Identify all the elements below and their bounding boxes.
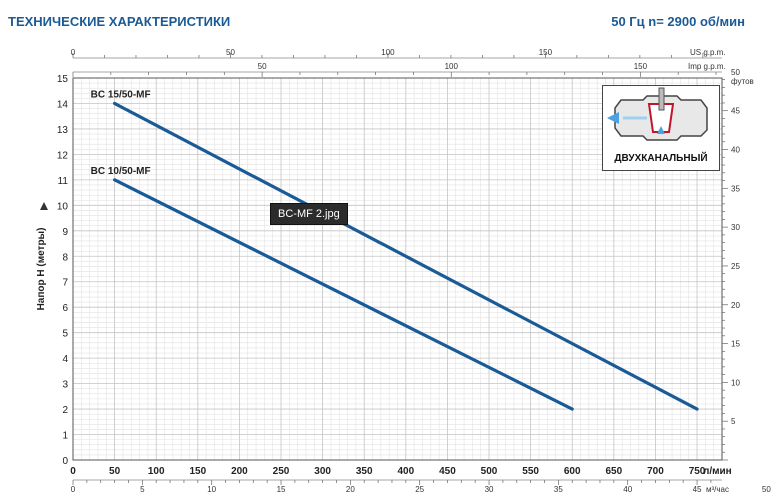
y-tick-label: 0	[62, 456, 68, 467]
y-tick-label: 7	[62, 278, 68, 289]
feet-tick-label: 35	[731, 184, 740, 193]
imp-gpm-tick-label: 50	[258, 62, 267, 71]
us-gpm-tick-label: 0	[71, 48, 76, 57]
impeller-type-label: ДВУХКАНАЛЬНЫЙ	[614, 153, 708, 164]
m3h-tick-label: 25	[415, 485, 424, 494]
m3h-tick-label: 40	[623, 485, 632, 494]
x-tick-label: 550	[522, 466, 539, 477]
y-axis-arrow-icon	[40, 202, 48, 210]
y-tick-label: 5	[62, 329, 68, 340]
x-tick-label: 300	[314, 466, 331, 477]
x-tick-label: 600	[564, 466, 581, 477]
x-tick-label: 250	[273, 466, 290, 477]
feet-tick-label: 5	[731, 417, 736, 426]
m3h-tick-label: 5	[140, 485, 145, 494]
feet-tick-label: 10	[731, 378, 740, 387]
page-title: ТЕХНИЧЕСКИЕ ХАРАКТЕРИСТИКИ	[8, 14, 231, 29]
y-tick-label: 6	[62, 303, 68, 314]
y-tick-label: 12	[57, 150, 69, 161]
x-tick-label: 500	[481, 466, 498, 477]
series-label-2: BC 10/50-MF	[91, 166, 151, 177]
feet-tick-label: 20	[731, 301, 740, 310]
us-gpm-tick-label: 50	[226, 48, 235, 57]
y-tick-label: 15	[57, 74, 69, 85]
m3h-tick-label: 45	[693, 485, 702, 494]
series-line-1	[113, 101, 699, 411]
x-tick-label: 750	[689, 466, 706, 477]
m3h-tick-label: 30	[485, 485, 494, 494]
x-tick-label: 700	[647, 466, 664, 477]
y-tick-label: 3	[62, 380, 68, 391]
m3h-tick-label: 35	[554, 485, 563, 494]
m3h-tick-label: 15	[277, 485, 286, 494]
feet-tick-label: 45	[731, 107, 740, 116]
feet-tick-label: 30	[731, 223, 740, 232]
y-tick-label: 10	[57, 201, 69, 212]
x-tick-label: 650	[605, 466, 622, 477]
y-tick-label: 8	[62, 252, 68, 263]
image-tooltip: BC-MF 2.jpg	[270, 203, 348, 225]
imp-gpm-tick-label: 150	[634, 62, 648, 71]
series-label-1: BC 15/50-MF	[91, 89, 151, 100]
impeller-inset: ДВУХКАНАЛЬНЫЙ	[602, 85, 720, 171]
us-gpm-tick-label: 150	[539, 48, 553, 57]
us-gpm-label: US g.p.m.	[690, 48, 726, 57]
m3h-tick-label: 10	[207, 485, 216, 494]
x-tick-label: 350	[356, 466, 373, 477]
feet-label: футов	[731, 77, 754, 86]
x-tick-label: 200	[231, 466, 248, 477]
x-tick-label: 450	[439, 466, 456, 477]
x-tick-label: 50	[109, 466, 121, 477]
m3h-tick-label: 20	[346, 485, 355, 494]
imp-gpm-tick-label: 100	[445, 62, 459, 71]
x-tick-label: 0	[70, 466, 76, 477]
feet-tick-label: 25	[731, 262, 740, 271]
m3h-tick-label: 0	[71, 485, 76, 494]
x-tick-label: 400	[397, 466, 414, 477]
y-tick-label: 2	[62, 405, 68, 416]
feet-tick-label: 50	[731, 68, 740, 77]
y-tick-label: 9	[62, 227, 68, 238]
x-tick-label: 100	[148, 466, 165, 477]
pump-impeller-icon	[607, 87, 708, 141]
spec-label: 50 Гц n= 2900 об/мин	[611, 14, 745, 29]
y-axis-label: Напор Н (метры)	[36, 228, 47, 311]
m3h-tick-label: 50	[762, 485, 771, 494]
feet-tick-label: 15	[731, 340, 740, 349]
y-tick-label: 13	[57, 125, 69, 136]
series-line-2	[113, 178, 574, 411]
y-tick-label: 14	[57, 99, 69, 110]
imp-gpm-label: Imp g.p.m.	[688, 62, 726, 71]
m3h-label: м³/час	[706, 485, 729, 494]
x-unit-label: л/мин	[703, 466, 732, 477]
us-gpm-tick-label: 100	[381, 48, 395, 57]
y-tick-label: 4	[62, 354, 68, 365]
x-tick-label: 150	[189, 466, 206, 477]
feet-tick-label: 40	[731, 146, 740, 155]
y-tick-label: 1	[62, 431, 68, 442]
y-tick-label: 11	[58, 176, 69, 187]
